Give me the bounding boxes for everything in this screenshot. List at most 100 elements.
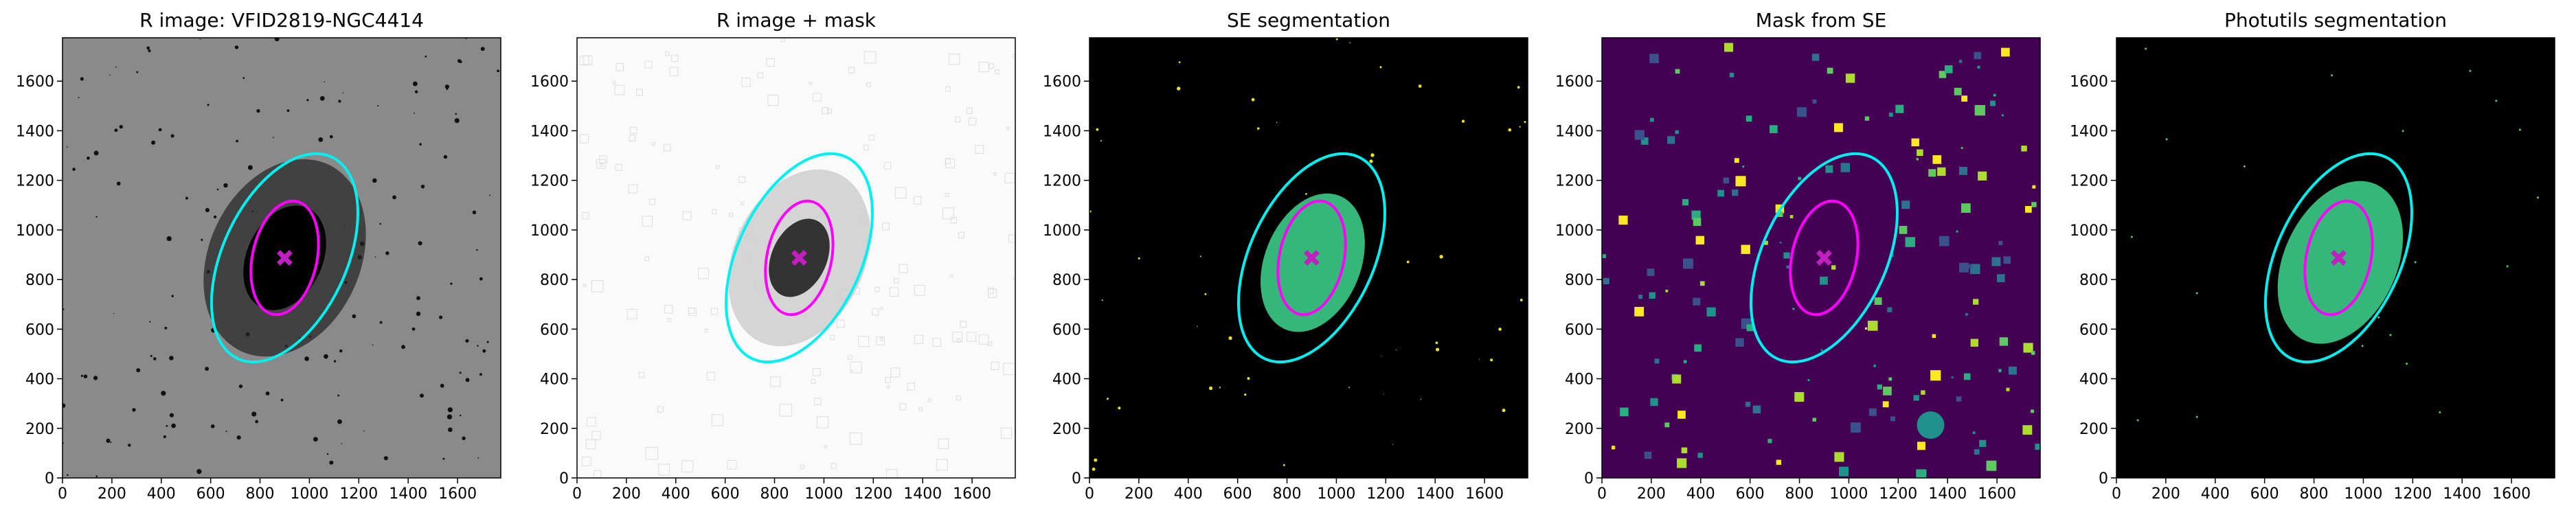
mask-outline [945,87,951,92]
axes-frame [576,37,1016,479]
x-tick-label: 200 [2151,485,2180,503]
source [412,81,418,87]
mask-segment [1807,379,1810,382]
mask-segment [2031,351,2035,355]
mask-outline [591,431,601,440]
x-tick-label: 0 [572,485,582,503]
source [185,196,188,200]
mask-outline [978,334,989,345]
source [161,391,166,396]
mask-segment [1644,451,1652,459]
segment [1348,387,1350,389]
segment [1439,255,1443,259]
source [477,345,479,347]
mask-segment [1697,453,1703,458]
x-tick-label: 1200 [1879,485,1917,503]
source [106,438,111,443]
mask-outline [848,355,852,360]
mask-segment [1993,93,1996,97]
mask-outline [667,318,671,322]
mask-outline [945,193,949,197]
mask-segment [1850,422,1861,433]
mask-outline [950,274,953,277]
inner-ellipse [249,199,320,317]
y-tick-label: 200 [2079,421,2108,438]
mask-segment [1831,265,1836,270]
mask-outline [663,144,671,152]
source [207,104,210,106]
source [442,457,445,460]
mask-outline [629,135,636,141]
source [440,383,444,388]
y-tick-label: 1400 [1043,123,1081,140]
source [337,419,342,424]
source [479,277,483,281]
mask-segment [1833,123,1843,133]
x-tick-label: 1000 [804,485,843,503]
segment [2130,236,2133,238]
segment [2243,165,2246,168]
mask-segment [1939,236,1950,247]
y-tick-label: 1600 [530,73,569,91]
mask-segment [1620,407,1629,417]
segment [1251,98,1255,102]
mask-outline [1004,172,1015,183]
axes-frame [62,37,501,479]
y-tick-label: 600 [540,321,569,339]
outer-ellipse [1749,152,1899,364]
segment [1094,458,1098,462]
segment [1247,377,1250,380]
mask-outline [657,406,664,413]
y-tick-label: 800 [25,272,54,289]
mask-outline [942,207,955,220]
segment [2195,415,2198,418]
mask-segment [1650,117,1654,122]
y-tick-label: 400 [2079,371,2108,389]
y-tick-label: 400 [1052,371,1081,389]
source [166,425,168,427]
segment [1418,84,1422,88]
panel: SE segmentation 0 200 400 600 800 1000 1200 1400… [1043,9,1528,503]
mask-outline [651,142,655,146]
x-tick-label: 800 [246,485,275,503]
source [416,311,421,317]
mask-segment [1969,264,1980,275]
x-tick-label: 200 [98,485,126,503]
mask-outline [954,116,961,123]
source [146,46,150,50]
y-tick-label: 200 [25,421,54,438]
mask-segment [2001,47,2010,57]
mask-outline [800,464,805,470]
segment [1276,122,1278,124]
mask-segment [1672,374,1682,384]
mask-segment [1867,321,1878,331]
mask-outline [894,277,899,284]
mask-segment [1928,169,1936,177]
mask-segment [1877,384,1882,390]
outer-ellipse [724,152,874,364]
mask-segment [1972,299,1979,305]
source [67,474,69,477]
segment [1244,393,1247,396]
mask-segment [1693,297,1701,306]
mask-segment [1682,198,1689,206]
mask-segment [1820,349,1823,352]
mask-segment [1913,395,1919,401]
mask-outline [645,446,659,460]
mask-outline [658,464,670,476]
x-tick-label: 800 [760,485,789,503]
panel-title: R image + mask [716,9,877,32]
x-tick-label: 1200 [1366,485,1405,503]
segment [1283,464,1285,466]
mask-outline [682,211,692,220]
source [151,140,156,145]
y-tick-label: 1200 [1043,173,1081,190]
source [313,437,318,442]
segment [2405,363,2408,365]
mask-outline [727,459,737,470]
x-tick-label: 1200 [854,485,892,503]
source [476,249,478,251]
y-tick-label: 1400 [530,123,569,140]
segment [1435,347,1440,352]
mask-segment [2035,444,2040,450]
